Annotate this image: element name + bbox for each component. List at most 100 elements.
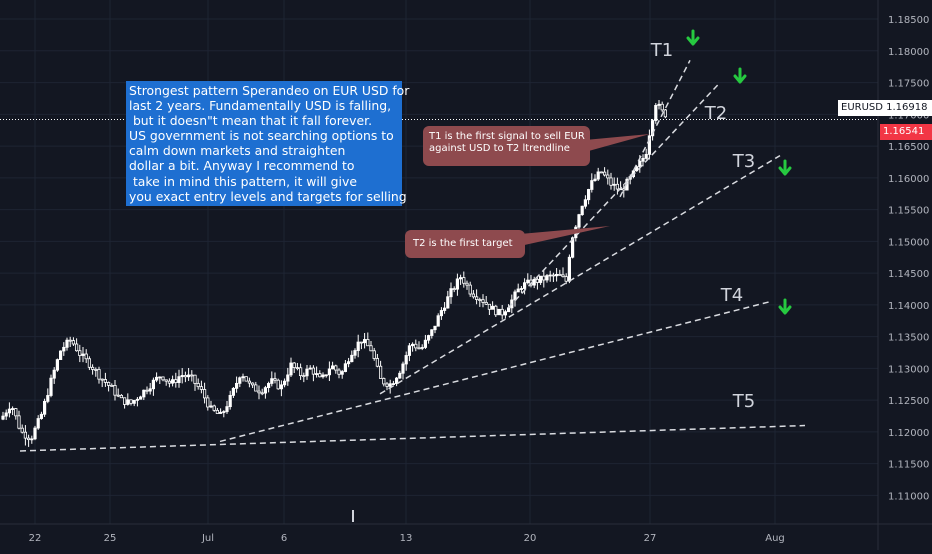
candle-body	[1, 415, 5, 420]
candle-body	[91, 366, 95, 370]
candle-body	[644, 153, 648, 159]
candle-body	[382, 378, 386, 385]
trendline-t3[interactable]	[379, 154, 781, 395]
candle-body	[148, 388, 152, 392]
candle-body	[231, 387, 235, 396]
candle-body	[4, 412, 8, 417]
candle-body	[548, 274, 552, 277]
candle-body	[23, 431, 28, 439]
trendline-t4[interactable]	[219, 300, 771, 443]
candle-body	[603, 171, 607, 176]
x-tick-label: 6	[281, 533, 287, 544]
y-tick-label: 1.11500	[888, 460, 929, 471]
x-tick-label: 20	[524, 533, 537, 544]
candle-body	[660, 103, 664, 111]
candle-body	[641, 157, 645, 162]
candle-body	[135, 398, 139, 401]
candle-body	[228, 394, 232, 408]
candle-body	[110, 384, 114, 387]
trendline-t1[interactable]	[619, 59, 691, 198]
candle-body	[94, 369, 98, 371]
candle-body	[436, 315, 440, 327]
candle-body	[65, 339, 69, 348]
candle-body	[526, 279, 530, 284]
candle-body	[123, 397, 127, 405]
candle-body	[59, 350, 63, 361]
candlestick-series[interactable]	[1, 100, 668, 447]
candle-body	[174, 379, 178, 383]
candle-body	[394, 377, 399, 384]
y-tick-label: 1.13000	[888, 364, 929, 375]
candle-body	[346, 361, 351, 365]
y-tick-label: 1.15500	[888, 206, 929, 217]
candle-body	[87, 358, 91, 368]
candle-body	[539, 275, 543, 283]
candle-body	[244, 376, 248, 382]
candle-body	[14, 408, 18, 417]
candle-body	[180, 375, 184, 378]
candle-body	[359, 341, 364, 344]
candle-body	[126, 399, 130, 405]
analysis-note[interactable]: Strongest pattern Sperandeo on EUR USD f…	[126, 81, 409, 206]
candle-body	[583, 199, 588, 207]
candle-body	[71, 340, 75, 345]
candle-body	[551, 274, 556, 277]
candle-body	[212, 405, 216, 411]
t1-callout-pointer	[585, 134, 650, 152]
candle-body	[263, 387, 268, 394]
candle-body	[311, 367, 316, 375]
candle-body	[404, 355, 408, 365]
candle-body	[260, 392, 264, 395]
candle-body	[481, 299, 485, 303]
candle-body	[206, 397, 210, 408]
trendline-t2[interactable]	[507, 82, 721, 309]
y-tick-label: 1.18500	[888, 15, 929, 26]
t1-callout[interactable]: T1 is the first signal to sell EUR again…	[423, 126, 590, 166]
candle-body	[343, 363, 348, 372]
candle-body	[350, 354, 354, 363]
candle-body	[442, 307, 447, 311]
candle-body	[375, 358, 380, 367]
candle-body	[462, 277, 466, 284]
candle-body	[186, 374, 191, 378]
candle-body	[36, 418, 40, 429]
price-axis[interactable]: 1.185001.180001.175001.170001.165001.160…	[888, 15, 929, 502]
candle-body	[609, 177, 613, 186]
trendline-t5[interactable]	[19, 424, 806, 452]
candle-body	[145, 389, 149, 392]
candle-body	[561, 274, 565, 278]
down-arrow-icon	[778, 298, 792, 315]
vertical-gridlines	[34, 0, 776, 524]
candle-body	[564, 276, 568, 282]
candle-body	[164, 379, 168, 382]
t2-callout[interactable]: T2 is the first target	[405, 230, 525, 258]
candle-body	[516, 288, 520, 293]
trendline-group[interactable]	[19, 59, 806, 452]
candle-body	[17, 415, 21, 429]
candle-body	[647, 135, 652, 155]
candle-body	[369, 345, 373, 352]
candle-body	[276, 379, 280, 390]
candle-body	[167, 380, 171, 384]
candle-body	[292, 362, 296, 369]
candle-body	[132, 399, 136, 404]
down-arrow-icon	[778, 159, 792, 176]
candle-body	[657, 103, 661, 106]
candle-body	[129, 399, 133, 404]
candle-body	[455, 278, 460, 290]
y-tick-label: 1.14500	[888, 269, 929, 280]
candle-body	[33, 427, 37, 440]
red-price-tag: 1.16541	[880, 124, 932, 140]
candle-body	[55, 359, 60, 371]
candle-body	[298, 367, 303, 377]
target-label-t4: T4	[720, 285, 743, 306]
candle-body	[465, 282, 469, 286]
candle-body	[612, 183, 616, 186]
candle-body	[580, 205, 584, 216]
down-arrow-group	[686, 29, 792, 315]
time-axis[interactable]: 22 25 Jul 6 13 20 27 Aug	[29, 533, 785, 544]
candle-body	[439, 310, 444, 317]
candle-body	[257, 390, 261, 394]
candle-body	[100, 378, 104, 381]
arrow-head	[733, 74, 747, 84]
